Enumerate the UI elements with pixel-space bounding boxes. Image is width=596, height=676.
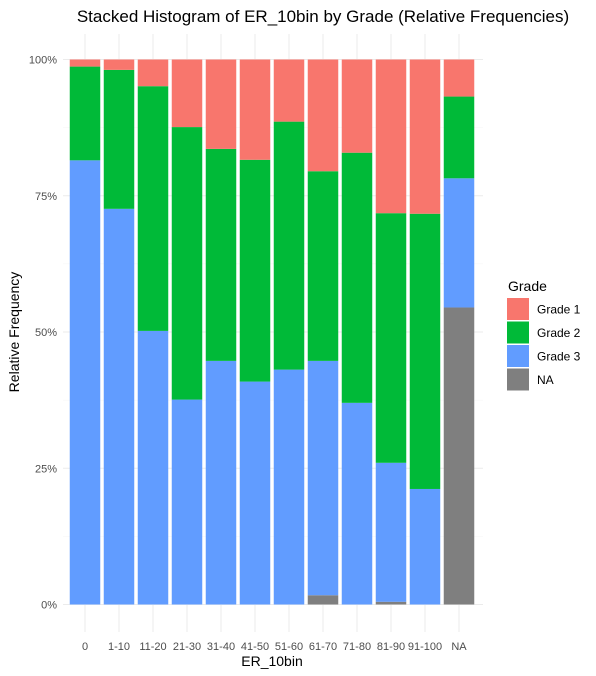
bar-segment [171, 127, 203, 400]
bar-segment [443, 96, 475, 179]
bar-segment [205, 148, 237, 361]
bar-segment [205, 59, 237, 149]
x-tick-label: NA [451, 641, 467, 653]
bar-segment [273, 369, 305, 605]
x-axis-label: ER_10bin [241, 653, 303, 669]
y-tick-label: 75% [35, 191, 57, 203]
legend-label: Grade 3 [537, 350, 581, 364]
x-tick-label: 0 [82, 641, 88, 653]
legend: Grade Grade 1 Grade 2 Grade 3 NA [507, 278, 581, 391]
bar-segment [409, 59, 441, 214]
y-tick-label: 50% [35, 327, 57, 339]
y-axis-ticks: 0% 25% 50% 75% 100% [29, 55, 57, 612]
x-tick-label: 1-10 [108, 641, 130, 653]
bar-segment [307, 360, 339, 596]
bar-segment [443, 59, 475, 97]
bar-segment [443, 178, 475, 308]
bar-segment [69, 66, 101, 161]
bar-segment [307, 59, 339, 172]
y-tick-label: 0% [41, 600, 57, 612]
bar-segment [375, 462, 407, 602]
y-tick-label: 25% [35, 463, 57, 475]
bar-segment [239, 381, 271, 605]
chart-title: Stacked Histogram of ER_10bin by Grade (… [77, 7, 569, 26]
bar-segment [273, 59, 305, 122]
bar-segment [443, 307, 475, 605]
x-tick-label: 91-100 [408, 641, 442, 653]
legend-label: Grade 2 [537, 326, 581, 340]
bar-segment [409, 488, 441, 605]
bar-segment [341, 402, 373, 605]
bar-segment [307, 595, 339, 605]
bar-segment [375, 601, 407, 605]
bars [69, 59, 475, 605]
bar-segment [69, 160, 101, 605]
bar-segment [273, 121, 305, 370]
bar-segment [103, 69, 135, 209]
x-tick-label: 51-60 [275, 641, 303, 653]
x-tick-label: 41-50 [241, 641, 269, 653]
x-axis-ticks: 0 1-10 11-20 21-30 31-40 41-50 51-60 61-70 71-80… [82, 641, 467, 653]
legend-swatch [507, 298, 529, 320]
bar-segment [171, 59, 203, 128]
x-tick-label: 71-80 [343, 641, 371, 653]
bar-segment [137, 330, 169, 605]
legend-label: NA [537, 373, 554, 387]
legend-swatch [507, 345, 529, 367]
y-tick-label: 100% [29, 55, 57, 67]
bar-segment [171, 399, 203, 605]
legend-swatch [507, 368, 529, 391]
legend-title: Grade [508, 278, 547, 294]
bar-segment [375, 59, 407, 214]
bar-segment [409, 213, 441, 489]
x-tick-label: 61-70 [309, 641, 337, 653]
y-axis-label: Relative Frequency [6, 272, 22, 393]
bar-segment [239, 159, 271, 382]
x-tick-label: 31-40 [207, 641, 235, 653]
bar-segment [341, 59, 373, 153]
bar-segment [341, 152, 373, 403]
x-tick-label: 21-30 [173, 641, 201, 653]
legend-label: Grade 1 [537, 303, 581, 317]
bar-segment [205, 360, 237, 605]
bar-segment [103, 208, 135, 605]
bar-segment [103, 59, 135, 70]
bar-segment [375, 213, 407, 463]
bar-segment [137, 86, 169, 331]
bar-segment [137, 59, 169, 87]
x-tick-label: 11-20 [139, 641, 166, 653]
x-tick-label: 81-90 [377, 641, 405, 653]
bar-segment [239, 59, 271, 160]
bar-segment [307, 171, 339, 361]
legend-swatch [507, 321, 529, 344]
bar-segment [69, 59, 101, 67]
